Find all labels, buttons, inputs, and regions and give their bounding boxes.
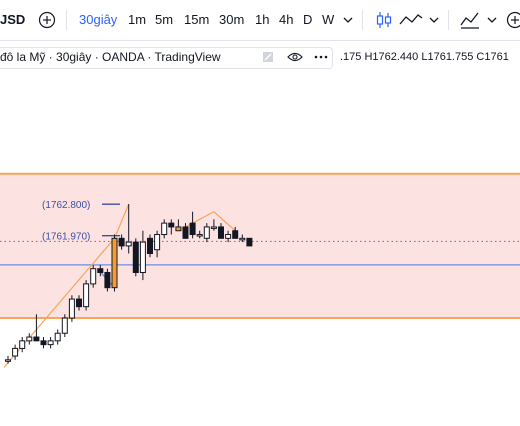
candle-body [182,226,189,239]
candle-body [175,226,182,232]
candle-body [210,226,217,229]
candle-body [19,340,26,349]
interval-w[interactable]: W [322,12,335,27]
candle-body [76,298,82,308]
candle-body [97,268,104,273]
symbol-label[interactable]: JSD [0,12,26,27]
candle-body [54,332,61,342]
interval-15m[interactable]: 15m [184,12,210,27]
candle-body [147,237,153,255]
candle-body [47,340,54,346]
candle-body [132,241,139,273]
candle-body [225,234,232,239]
more-icon[interactable] [313,51,329,63]
collapse-icon[interactable] [262,51,274,63]
interval-5m[interactable]: 5m [155,12,174,27]
candlestick-icon[interactable] [374,10,394,30]
interval-30s[interactable]: 30giây [79,12,118,27]
legend-box [0,47,333,69]
price-chart[interactable]: (1762.800) (1761.970) [0,41,520,426]
candle-body [161,222,168,236]
interval-1m[interactable]: 1m [128,12,147,27]
candle-body [104,271,111,289]
interval-1h[interactable]: 1h [255,12,270,27]
candle-body [203,226,210,239]
candle-body [90,268,97,285]
candle-body [218,226,224,239]
annotation-label-1: (1761.970) [42,232,90,243]
annotation-label-0: (1762.800) [42,200,90,211]
indicators-icon[interactable] [459,10,481,30]
candle-body [40,340,47,346]
interval-30m[interactable]: 30m [219,12,245,27]
candle-body [26,336,33,342]
plus-circle-icon[interactable] [37,10,57,30]
candle-body [168,222,175,228]
chevron-down-icon[interactable] [428,14,440,26]
legend-title: đô la Mỹ · 30giây · OANDA · TradingView [0,50,221,64]
chevron-down-icon[interactable] [342,14,354,26]
candle-body [61,317,68,334]
candle-body [12,347,19,357]
candle-body [154,234,161,251]
interval-4h[interactable]: 4h [279,12,294,27]
legend-ohlc: .175 H1762.440 L1761.755 C1761 [340,51,509,63]
candle-body [33,336,40,342]
candle-body [83,283,90,308]
zone-rectangle [0,173,520,319]
top-toolbar: JSD 30giây 1m 5m 15m 30m 1h 4h D W [0,0,520,41]
plus-circle-icon[interactable] [505,10,520,30]
candle-body [189,222,196,236]
interval-d[interactable]: D [303,12,313,27]
eye-icon[interactable] [287,51,303,63]
toolbar-divider [66,10,67,30]
candle-body [125,241,132,247]
candle-body [196,234,203,237]
candle-body [5,359,11,362]
candle-body [232,230,239,239]
candle-body [68,298,75,319]
candle-body [111,237,118,289]
toolbar-divider [448,10,449,30]
toolbar-divider [362,10,363,30]
chevron-down-icon[interactable] [486,14,498,26]
line-chart-icon[interactable] [399,12,423,28]
candle-body [139,241,146,273]
candle-body [118,237,125,247]
candle-body [246,237,253,247]
candle-body [239,237,246,241]
